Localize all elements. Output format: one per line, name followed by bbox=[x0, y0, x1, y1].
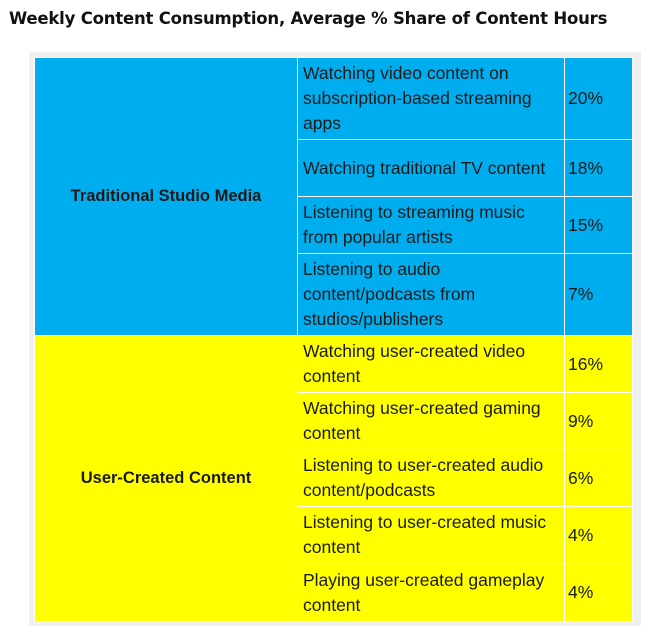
share-cell: 16% bbox=[564, 335, 633, 393]
share-cell: 4% bbox=[564, 506, 633, 564]
share-cell: 7% bbox=[564, 253, 633, 336]
activity-cell: Watching traditional TV content bbox=[297, 139, 565, 197]
activity-cell: Listening to user-created music content bbox=[297, 506, 565, 564]
category-user-created-content: User-Created Content bbox=[34, 335, 298, 622]
category-traditional-studio-media: Traditional Studio Media bbox=[34, 57, 298, 336]
share-cell: 9% bbox=[564, 392, 633, 450]
activity-cell: Watching user-created gaming content bbox=[297, 392, 565, 450]
content-share-table: Traditional Studio Media Watching video … bbox=[34, 57, 633, 622]
activity-cell: Listening to user-created audio content/… bbox=[297, 449, 565, 507]
share-cell: 6% bbox=[564, 449, 633, 507]
activity-cell: Playing user-created gameplay content bbox=[297, 563, 565, 622]
activity-cell: Watching user-created video content bbox=[297, 335, 565, 393]
page-title: Weekly Content Consumption, Average % Sh… bbox=[9, 9, 608, 28]
activity-cell: Listening to audio content/podcasts from… bbox=[297, 253, 565, 336]
share-cell: 15% bbox=[564, 196, 633, 254]
table-row: User-Created Content Watching user-creat… bbox=[34, 335, 633, 622]
share-cell: 20% bbox=[564, 57, 633, 140]
table-row: Traditional Studio Media Watching video … bbox=[34, 57, 633, 336]
share-cell: 18% bbox=[564, 139, 633, 197]
activity-cell: Listening to streaming music from popula… bbox=[297, 196, 565, 254]
activity-cell: Watching video content on subscription-b… bbox=[297, 57, 565, 140]
share-cell: 4% bbox=[564, 563, 633, 622]
